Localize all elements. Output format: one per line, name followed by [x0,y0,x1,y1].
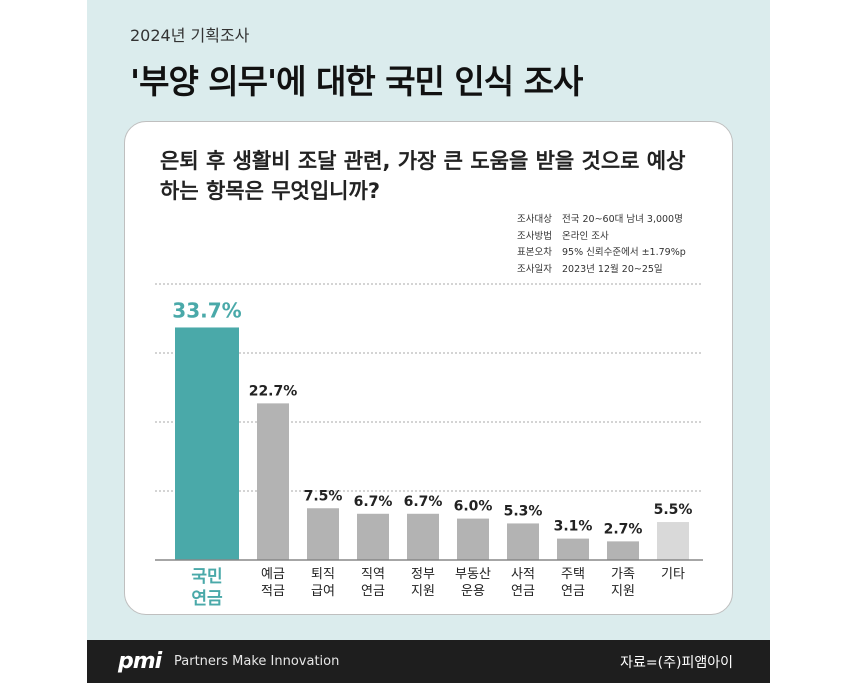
bar [557,538,589,560]
data-label: 2.7% [604,521,643,537]
data-label: 5.3% [504,503,543,519]
data-label: 6.0% [454,499,493,515]
category-label: 연금 [191,589,223,609]
bar [357,513,389,560]
infographic-panel: 2024년 기획조사 '부양 의무'에 대한 국민 인식 조사 은퇴 후 생활비… [87,0,770,683]
category-label: 주택 [561,567,585,582]
survey-info-key: 조사대상 [517,214,552,225]
bar [607,541,639,560]
category-label: 지원 [411,584,435,599]
bar [657,522,689,560]
survey-info-value: 2023년 12월 20~25일 [562,263,663,275]
company-logo: pmi [118,649,162,674]
survey-info-row: 조사방법 온라인 조사 [517,229,686,246]
category-label: 연금 [561,584,585,599]
survey-info-value: 전국 20~60대 남녀 3,000명 [562,214,683,225]
category-label: 급여 [311,584,335,599]
survey-info-value: 95% 신뢰수준에서 ±1.79%p [562,247,686,258]
survey-info-row: 표본오차 95% 신뢰수준에서 ±1.79%p [517,245,686,262]
data-label: 6.7% [404,494,443,510]
bar [407,513,439,560]
category-label: 가족 [611,567,635,582]
category-label: 운용 [461,584,485,599]
category-label: 적금 [261,584,285,599]
survey-info-row: 조사일자 2023년 12월 20~25일 [517,262,686,279]
survey-info-row: 조사대상 전국 20~60대 남녀 3,000명 [517,212,686,229]
bar [507,523,539,560]
category-label: 기타 [661,567,685,582]
data-label: 33.7% [172,298,241,322]
category-label: 부동산 [455,567,491,582]
bar [457,518,489,560]
bar [307,508,339,560]
category-label: 연금 [511,584,535,599]
data-label: 22.7% [249,383,298,399]
bar [175,327,239,560]
report-title: '부양 의무'에 대한 국민 인식 조사 [130,62,583,101]
survey-info-key: 조사방법 [517,230,552,242]
category-label: 지원 [611,584,635,599]
survey-info: 조사대상 전국 20~60대 남녀 3,000명 조사방법 온라인 조사 표본오차 9… [517,212,686,278]
survey-question: 은퇴 후 생활비 조달 관련, 가장 큰 도움을 받을 것으로 예상하는 항목은… [160,149,686,203]
company-slogan: Partners Make Innovation [174,654,340,669]
category-label: 연금 [361,584,385,599]
chart-card: 은퇴 후 생활비 조달 관련, 가장 큰 도움을 받을 것으로 예상하는 항목은… [124,121,733,615]
data-label: 7.5% [304,488,343,504]
category-label: 사적 [511,567,535,582]
data-label: 5.5% [654,502,693,518]
survey-info-key: 조사일자 [517,263,552,275]
data-source: 자료=(주)피앰아이 [620,655,733,671]
bar [257,403,289,560]
category-label: 국민 [191,567,222,587]
category-label: 직역 [361,567,385,582]
survey-info-value: 온라인 조사 [562,230,609,242]
report-subtitle: 2024년 기획조사 [130,26,250,45]
category-label: 예금 [261,567,285,582]
data-label: 3.1% [554,519,593,535]
footer-bar: pmi Partners Make Innovation 자료=(주)피앰아이 [87,640,770,683]
survey-info-key: 표본오차 [517,247,552,258]
bar-chart: 33.7%국민연금22.7%예금적금7.5%퇴직급여6.7%직역연금6.7%정부… [155,283,703,609]
category-label: 정부 [411,567,435,582]
category-label: 퇴직 [311,567,335,582]
data-label: 6.7% [354,494,393,510]
